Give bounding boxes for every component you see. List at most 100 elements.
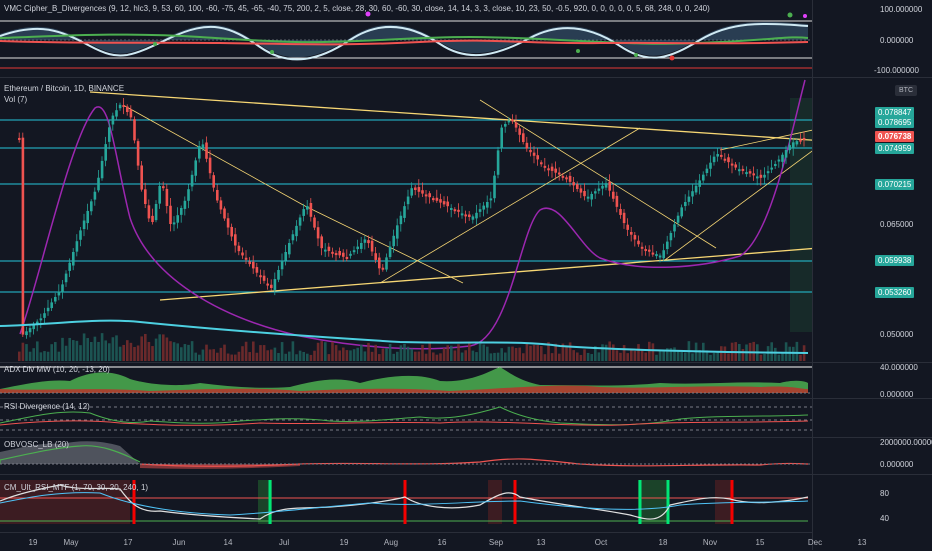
price-scale-axis[interactable] [812,0,932,550]
candle-body [608,181,611,191]
candle-body [75,241,79,252]
pane-separator[interactable] [0,437,932,438]
volume-bar [763,353,766,361]
candle-body [644,249,647,252]
candle-body [669,232,673,241]
volume-bar [669,348,673,361]
volume-bar [126,340,129,361]
volume-bar [194,352,197,361]
candle-body [594,191,597,194]
pane-separator[interactable] [0,474,932,475]
volume-bar [352,349,356,361]
candle-body [712,156,716,163]
rsi-plot [0,406,812,431]
candle-body [392,235,395,247]
volume-bar [277,353,280,361]
candle-body [25,331,28,336]
candle-body [475,212,478,219]
candle-body [619,209,622,215]
current-price-label: 0.076738 [875,131,915,142]
candle-body [327,246,331,252]
candle-body [576,184,579,189]
volume-bar [342,347,345,361]
candle-body [410,188,413,196]
candle-body [198,146,201,159]
volume-bar [234,354,237,361]
candle-body [532,152,536,156]
candle-body [291,234,295,241]
candle-body [298,217,302,226]
level-label-5: 0.059938 [875,255,915,266]
candle-body [140,165,143,190]
pane-separator[interactable] [0,77,932,78]
rsi-pane[interactable]: RSI Divergence (14, 12) [0,399,932,437]
candle-body [349,253,352,256]
candle-body [226,218,230,228]
currency-badge[interactable]: BTC [895,85,917,96]
adx-scale-40: 40.000000 [880,363,918,372]
cm-rsi-title[interactable]: CM_Ult_RSI_MTF (1, 70, 30, 20, 240, 1) [4,483,149,492]
volume-bar [90,341,93,361]
candle-body [216,189,219,201]
volume-bar [417,351,421,361]
candle-body [370,240,374,252]
volume-bar [187,344,190,361]
obv-pane[interactable]: OBVOSC_LB (20) 2000000.000000 0.000000 [0,438,932,474]
volume-bar [597,352,601,361]
candle-body [435,197,439,201]
candle-body [28,328,32,333]
volume-bar [115,335,118,361]
volume-bar [612,344,615,361]
volume-bar [82,333,86,361]
adx-pane[interactable]: ADX Div MW (10, 20, -13, 20) 40.000000 0… [0,363,932,399]
candle-body [388,246,392,258]
vmc-cipher-pane[interactable]: VMC Cipher_B_Divergences (9, 12, hlc3, 9… [0,0,932,77]
pane-separator[interactable] [0,362,932,363]
candle-body [270,284,273,288]
candle-body [655,254,658,257]
cm-scale-80: 80 [880,489,889,498]
volume-title[interactable]: Vol (7) [4,95,28,104]
candle-body [406,196,410,205]
cm-rsi-pane[interactable]: CM_Ult_RSI_MTF (1, 70, 30, 20, 240, 1) 8… [0,475,932,532]
candle-body [237,245,241,252]
candle-body [43,313,46,318]
adx-title[interactable]: ADX Div MW (10, 20, -13, 20) [4,365,110,374]
volume-bar [777,354,781,361]
volume-bar [396,351,399,361]
candle-body [698,180,701,187]
volume-bar [482,344,485,361]
volume-bar [673,347,676,361]
volume-bar [370,351,374,361]
volume-bar [799,354,802,361]
candle-body [46,307,50,312]
volume-bar [615,350,619,361]
candle-body [464,214,467,217]
adx-scale-0: 0.000000 [880,390,914,399]
level-label-6: 0.053260 [875,287,915,298]
volume-bar [608,341,611,361]
symbol-title[interactable]: Ethereum / Bitcoin, 1D, BINANCE [4,84,125,93]
rsi-title[interactable]: RSI Divergence (14, 12) [4,402,90,411]
main-price-pane[interactable]: Ethereum / Bitcoin, 1D, BINANCE Vol (7) … [0,78,932,362]
candle-body [122,105,125,108]
time-axis[interactable]: 19 May 17 Jun 14 Jul 19 Aug 16 Sep 13 Oc… [0,532,866,551]
candle-body [687,196,691,202]
volume-bar [100,333,104,361]
volume-bar [554,343,557,361]
vmc-cipher-title[interactable]: VMC Cipher_B_Divergences (9, 12, hlc3, 9… [4,4,710,13]
candle-body [259,275,262,278]
candle-body [802,137,806,140]
volume-bar [601,344,604,361]
pane-separator[interactable] [0,398,932,399]
candle-body [241,252,244,256]
candle-body [734,164,737,168]
volume-bar [604,344,608,361]
volume-bar [460,352,464,361]
obv-title[interactable]: OBVOSC_LB (20) [4,440,69,449]
candle-body [180,208,183,215]
candle-body [129,109,133,118]
volume-bar [64,345,68,361]
volume-bar [363,351,367,361]
candle-body [511,119,514,122]
